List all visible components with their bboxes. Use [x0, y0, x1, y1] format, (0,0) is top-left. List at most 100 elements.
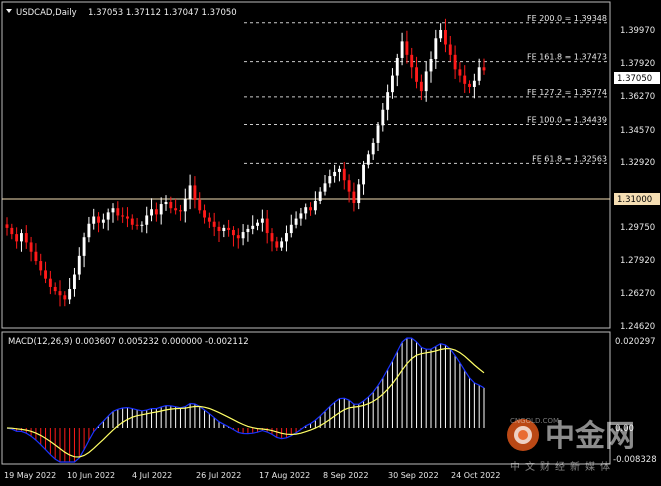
- candle-bull: [159, 204, 163, 215]
- candle-bear: [10, 227, 14, 235]
- symbol-dropdown-icon[interactable]: [6, 9, 12, 13]
- candle-bear: [419, 81, 423, 92]
- candle-bear: [39, 261, 43, 271]
- candle-bear: [169, 201, 173, 209]
- candle-bull: [150, 209, 153, 216]
- candle-bull: [400, 41, 404, 58]
- candle-bull: [472, 80, 476, 87]
- candle-bear: [207, 217, 211, 222]
- candle-bear: [198, 199, 202, 211]
- macd-axis: 0.020297 0.00 -0.008328: [613, 337, 657, 465]
- candle-bull: [188, 185, 192, 199]
- candle-bull: [251, 225, 255, 229]
- candle-bear: [415, 67, 418, 82]
- current-price-label: 1.37050: [617, 74, 652, 84]
- candle-bear: [58, 291, 62, 296]
- fib-label: FE 200.0 = 1.39348: [527, 14, 607, 23]
- candle-bear: [193, 185, 197, 200]
- candle-bull: [280, 241, 284, 248]
- candle-bull: [371, 142, 375, 155]
- candle-bull: [241, 232, 245, 239]
- candle-bull: [101, 219, 105, 223]
- candle-bear: [174, 208, 178, 211]
- price-tick: 1.27920: [620, 256, 655, 266]
- macd-main-line: [6, 337, 485, 463]
- time-tick: 10 Jun 2022: [67, 471, 115, 480]
- time-tick: 4 Jul 2022: [132, 471, 172, 480]
- candle-bull: [246, 228, 250, 233]
- candle-bear: [130, 218, 134, 225]
- time-tick: 26 Jul 2022: [196, 471, 241, 480]
- price-tick: 1.29750: [620, 223, 655, 233]
- price-tick: 1.37920: [620, 59, 655, 69]
- candle-bear: [444, 29, 447, 45]
- candle-bull: [285, 233, 288, 242]
- fib-label: FE 161.8 = 1.37473: [527, 53, 607, 62]
- candle-bear: [24, 233, 28, 243]
- candle-bull: [87, 223, 91, 238]
- candle-bull: [106, 212, 110, 220]
- candle-bear: [232, 229, 235, 236]
- candle-bear: [53, 286, 57, 292]
- macd-label: MACD(12,26,9) 0.003607 0.005232 0.000000…: [8, 337, 249, 347]
- candle-bull: [333, 171, 337, 177]
- candle-bear: [227, 227, 231, 230]
- time-axis: 19 May 2022 10 Jun 2022 4 Jul 2022 26 Ju…: [4, 471, 500, 480]
- candle-bear: [410, 54, 414, 68]
- candle-bear: [63, 295, 67, 300]
- fib-label: FE 100.0 = 1.34439: [527, 116, 607, 125]
- watermark: CNGOLD.COM 中金网 中文财经新媒体: [507, 417, 635, 473]
- candle-bull: [145, 215, 149, 225]
- candle-bull: [68, 289, 72, 300]
- price-tick: 1.24620: [620, 322, 655, 332]
- price-panel[interactable]: [1, 1, 611, 329]
- candle-bear: [482, 67, 486, 71]
- candle-bear: [135, 224, 139, 226]
- candle-bull: [318, 191, 322, 201]
- candle-bull: [424, 71, 428, 92]
- candle-bear: [179, 210, 182, 212]
- candle-bull: [140, 224, 144, 226]
- candle-bear: [203, 210, 206, 218]
- macd-tick: 0.020297: [615, 337, 656, 347]
- candle-bull: [328, 176, 332, 184]
- candle-bull: [256, 222, 259, 226]
- candle-bear: [352, 191, 356, 204]
- candle-bull: [391, 75, 394, 93]
- candle-bear: [448, 44, 452, 55]
- candle-bull: [434, 38, 438, 59]
- candle-bull: [260, 218, 264, 223]
- candle-bear: [347, 180, 351, 192]
- candle-bear: [126, 216, 129, 219]
- time-tick: 24 Oct 2022: [451, 471, 500, 480]
- candle-bull: [386, 92, 390, 110]
- candle-bear: [458, 69, 462, 76]
- candle-bull: [376, 125, 380, 143]
- candle-bull: [82, 237, 86, 256]
- candle-bull: [111, 208, 115, 213]
- time-tick: 30 Sep 2022: [388, 471, 439, 480]
- candle-bull: [183, 198, 187, 212]
- current-price-marker: [614, 72, 660, 84]
- macd-tick: -0.008328: [613, 455, 657, 465]
- candle-bull: [299, 213, 303, 219]
- price-tick: 1.39970: [620, 26, 655, 36]
- candle-bear: [212, 221, 216, 227]
- candle-bull: [357, 184, 361, 204]
- candle-bull: [313, 200, 317, 211]
- candle-bull: [338, 168, 341, 172]
- candle-bear: [236, 235, 240, 239]
- candle-bear: [121, 215, 125, 217]
- watermark-tagline: 中文财经新媒体: [510, 460, 615, 473]
- candle-bull: [289, 224, 293, 234]
- watermark-brand: 中金网: [545, 419, 635, 454]
- candle-bear: [116, 208, 120, 216]
- candle-bull: [395, 57, 399, 76]
- candle-bear: [48, 278, 52, 287]
- candle-bear: [265, 218, 269, 234]
- candle-bull: [294, 218, 298, 225]
- time-tick: 17 Aug 2022: [259, 471, 310, 480]
- candle-bear: [44, 270, 47, 279]
- price-axis: 1.39970 1.37920 1.36270 1.34570 1.32920 …: [614, 26, 660, 332]
- candle-bull: [366, 154, 370, 165]
